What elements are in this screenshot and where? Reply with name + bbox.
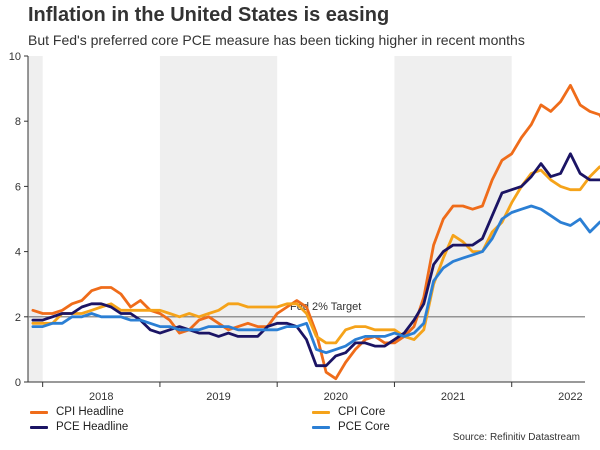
- series-line-pce-headline: [31, 152, 600, 368]
- x-tick-label: 2022: [558, 391, 582, 403]
- chart-subtitle: But Fed's preferred core PCE measure has…: [28, 32, 525, 48]
- shaded-year-bands: [28, 56, 512, 382]
- shaded-band-0: [28, 56, 43, 382]
- x-tick-label: 2020: [324, 391, 348, 403]
- y-tick-label: 2: [15, 312, 21, 324]
- legend-swatch-cpi-headline: [30, 410, 48, 414]
- legend-swatch-pce-core: [312, 425, 330, 429]
- series-line-cpi-headline: [31, 83, 600, 381]
- legend-item-pce-core[interactable]: PCE Core: [312, 421, 390, 433]
- x-tick-label: 2019: [206, 391, 230, 403]
- y-tick-label: 8: [15, 116, 21, 128]
- legend-label: CPI Core: [338, 406, 386, 418]
- y-tick-label: 0: [15, 377, 21, 389]
- legend-label: PCE Headline: [56, 421, 129, 433]
- series-line-cpi-core: [31, 165, 600, 345]
- y-tick-label: 6: [15, 181, 21, 193]
- axes: [24, 55, 585, 387]
- series-line-pce-core: [31, 204, 600, 355]
- chart-title: Inflation in the United States is easing: [28, 4, 390, 26]
- legend-item-cpi-headline[interactable]: CPI Headline: [30, 406, 124, 418]
- source-note: Source: Refinitiv Datastream: [452, 432, 580, 443]
- legend-item-cpi-core[interactable]: CPI Core: [312, 406, 385, 418]
- legend-label: PCE Core: [338, 421, 390, 433]
- y-tick-label: 4: [15, 247, 21, 259]
- series-lines: [31, 83, 600, 381]
- y-tick-label: 10: [9, 51, 21, 63]
- x-tick-label: 2018: [89, 391, 113, 403]
- x-tick-label: 2021: [441, 391, 465, 403]
- legend-swatch-cpi-core: [312, 410, 330, 414]
- tick-labels: 0 2 4 6 8 10 2018 2019 2020 2021 2022: [9, 51, 583, 403]
- legend-swatch-pce-headline: [30, 425, 48, 429]
- legend-item-pce-headline[interactable]: PCE Headline: [30, 421, 128, 433]
- legend-label: CPI Headline: [56, 406, 124, 418]
